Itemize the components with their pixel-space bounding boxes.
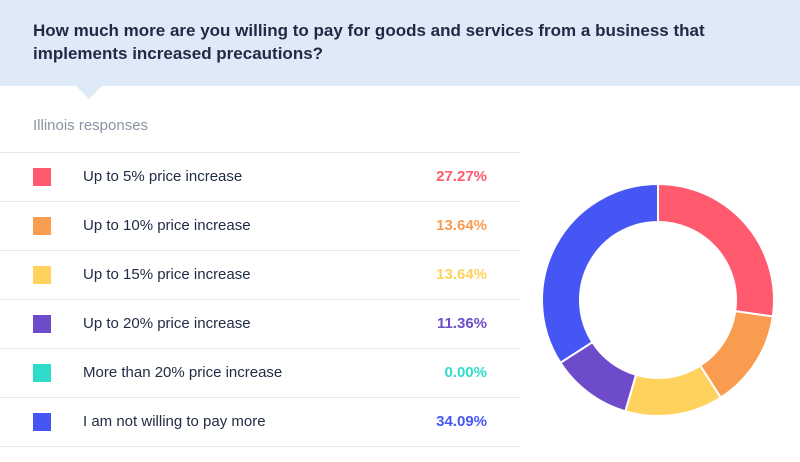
legend-row: I am not willing to pay more 34.09% — [0, 398, 520, 447]
legend-label: Up to 20% price increase — [83, 315, 251, 332]
legend-row: Up to 20% price increase 11.36% — [0, 300, 520, 349]
donut-chart — [541, 182, 775, 417]
legend-label: Up to 10% price increase — [83, 217, 251, 234]
legend-label: Up to 15% price increase — [83, 266, 251, 283]
legend-row: Up to 5% price increase 27.27% — [0, 153, 520, 202]
chart-subtitle: Illinois responses — [33, 117, 149, 134]
legend-label: More than 20% price increase — [83, 364, 283, 381]
legend-row: Up to 15% price increase 13.64% — [0, 251, 520, 300]
header-pointer — [76, 86, 102, 99]
legend-value: 13.64% — [436, 217, 487, 234]
legend-swatch — [33, 315, 51, 333]
legend-table: Up to 5% price increase 27.27% Up to 10%… — [0, 152, 520, 447]
question-title: How much more are you willing to pay for… — [33, 21, 705, 63]
question-header: How much more are you willing to pay for… — [0, 0, 800, 86]
legend-value: 11.36% — [436, 315, 487, 332]
donut-slice-6 — [541, 182, 659, 365]
legend-swatch — [33, 217, 51, 235]
legend-value: 34.09% — [436, 413, 487, 430]
legend-label: Up to 5% price increase — [83, 168, 243, 185]
legend-value: 27.27% — [436, 168, 487, 185]
legend-swatch — [33, 413, 51, 431]
legend-swatch — [33, 364, 51, 382]
legend-value: 0.00% — [444, 364, 487, 381]
legend-label: I am not willing to pay more — [83, 413, 266, 430]
legend-swatch — [33, 168, 51, 186]
legend-row: More than 20% price increase 0.00% — [0, 349, 520, 398]
legend-value: 13.64% — [436, 266, 487, 283]
donut-slice-1 — [657, 182, 775, 318]
legend-swatch — [33, 266, 51, 284]
legend-row: Up to 10% price increase 13.64% — [0, 202, 520, 251]
